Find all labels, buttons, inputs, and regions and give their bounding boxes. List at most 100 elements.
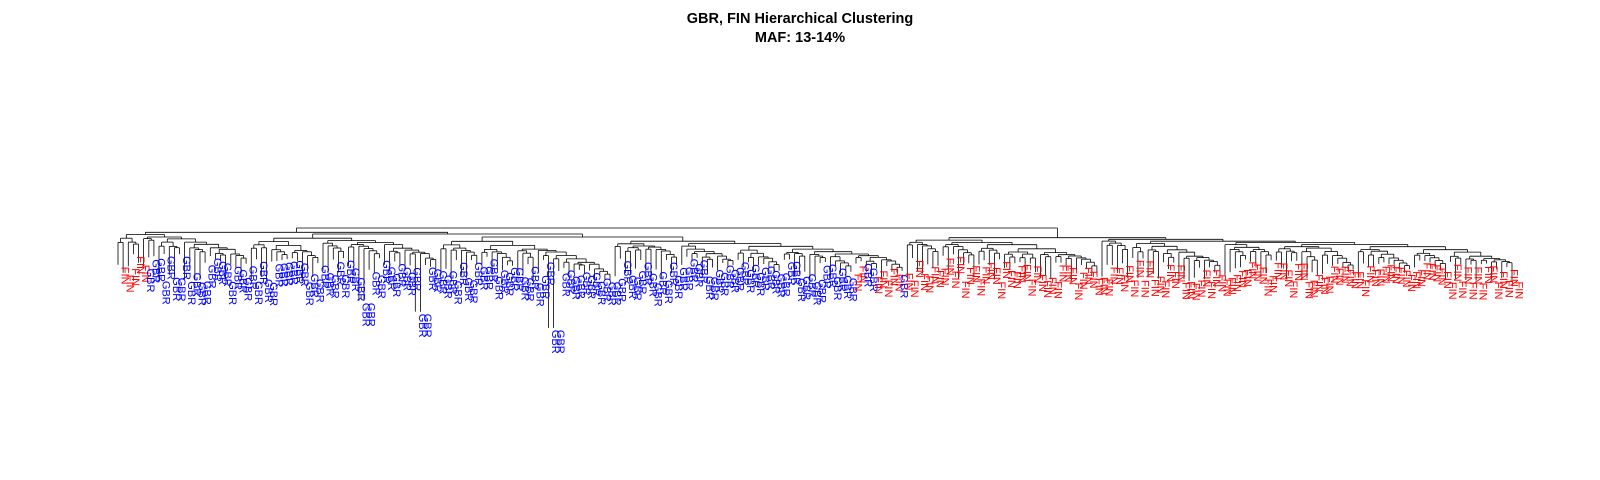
leaf-label-190: FIN: [1092, 278, 1104, 296]
leaf-label-155: FIN: [913, 260, 925, 278]
leaf-label-250: FIN: [1400, 270, 1412, 288]
leaf-label-161: FIN: [944, 258, 956, 276]
leaf-label-88: GBR: [570, 276, 582, 300]
leaf-label-229: FIN: [1292, 263, 1304, 281]
leaf-label-110: GBR: [682, 267, 694, 291]
leaf-label-57: GBR: [411, 267, 423, 291]
leaf-label-232: FIN: [1308, 280, 1320, 298]
leaf-label-132: GBR: [795, 278, 807, 302]
leaf-label-153: FIN: [903, 273, 915, 291]
leaf-label-217: FIN: [1231, 274, 1243, 292]
leaf-label-109: GBR: [677, 267, 689, 291]
leaf-label-115: GBR: [708, 277, 720, 301]
leaf-label-48: GBR: [365, 303, 377, 327]
leaf-label-36: GBR: [303, 282, 315, 306]
leaf-label-67: GBR: [462, 278, 474, 302]
leaf-label-4: FIN: [139, 265, 151, 283]
leaf-label-208: FIN: [1185, 281, 1197, 299]
leaf-label-113: GBR: [698, 260, 710, 284]
leaf-label-1: FIN: [124, 275, 136, 293]
leaf-label-17: GBR: [206, 265, 218, 289]
leaf-label-219: FIN: [1241, 269, 1253, 287]
leaf-label-63: GBR: [441, 275, 453, 299]
leaf-label-221: FIN: [1251, 264, 1263, 282]
leaf-label-107: GBR: [667, 262, 679, 286]
leaf-label-22: GBR: [231, 266, 243, 290]
leaf-label-66: GBR: [457, 262, 469, 286]
leaf-label-8: GBR: [160, 281, 172, 305]
leaf-label-121: GBR: [739, 262, 751, 286]
leaf-label-226: FIN: [1277, 263, 1289, 281]
leaf-label-53: GBR: [390, 273, 402, 297]
leaf-label-237: FIN: [1333, 268, 1345, 286]
leaf-label-131: GBR: [790, 261, 802, 285]
leaf-label-128: GBR: [775, 274, 787, 298]
leaf-label-184: FIN: [1062, 265, 1074, 283]
leaf-label-169: FIN: [985, 262, 997, 280]
leaf-label-255: FIN: [1425, 263, 1437, 281]
leaf-label-251: FIN: [1405, 274, 1417, 292]
leaf-label-141: GBR: [841, 275, 853, 299]
leaf-label-150: FIN: [887, 268, 899, 286]
leaf-label-206: FIN: [1174, 265, 1186, 283]
leaf-label-253: FIN: [1415, 269, 1427, 287]
leaf-label-200: FIN: [1144, 261, 1156, 279]
leaf-label-72: GBR: [488, 259, 500, 283]
leaf-label-228: FIN: [1287, 281, 1299, 299]
leaf-label-163: FIN: [954, 256, 966, 274]
leaf-label-43: GBR: [339, 275, 351, 299]
leaf-label-271: FIN: [1507, 269, 1519, 287]
leaf-label-18: GBR: [211, 258, 223, 282]
leaf-label-212: FIN: [1205, 281, 1217, 299]
leaf-label-23: GBR: [236, 270, 248, 294]
leaf-label-80: GBR: [529, 266, 541, 290]
leaf-label-81: GBR: [534, 283, 546, 307]
leaf-label-136: GBR: [816, 279, 828, 303]
leaf-label-83: GBR: [544, 262, 556, 286]
leaf-label-181: FIN: [1046, 277, 1058, 295]
leaf-label-142: GBR: [846, 278, 858, 302]
leaf-label-119: GBR: [728, 269, 740, 293]
leaf-label-114: GBR: [703, 276, 715, 300]
leaf-label-187: FIN: [1077, 272, 1089, 290]
leaf-label-266: FIN: [1482, 266, 1494, 284]
leaf-label-246: FIN: [1379, 266, 1391, 284]
leaf-label-234: FIN: [1318, 277, 1330, 295]
leaf-label-236: FIN: [1328, 266, 1340, 284]
leaf-label-264: FIN: [1472, 267, 1484, 285]
leaf-label-178: FIN: [1031, 266, 1043, 284]
leaf-label-220: FIN: [1246, 262, 1258, 280]
leaf-label-28: GBR: [262, 279, 274, 303]
leaf-label-263: FIN: [1466, 282, 1478, 300]
leaf-label-195: FIN: [1118, 275, 1130, 293]
leaf-label-55: GBR: [400, 267, 412, 291]
leaf-label-172: FIN: [1000, 261, 1012, 279]
leaf-label-97: GBR: [616, 278, 628, 302]
leaf-label-89: GBR: [575, 275, 587, 299]
leaf-label-25: GBR: [247, 266, 259, 290]
leaf-label-41: GBR: [329, 275, 341, 299]
leaf-label-164: FIN: [959, 281, 971, 299]
dendrogram-branches: [117, 227, 1513, 328]
leaf-label-74: GBR: [498, 270, 510, 294]
leaf-label-140: GBR: [836, 268, 848, 292]
leaf-label-19: GBR: [216, 261, 228, 285]
leaf-label-59: GBR: [421, 314, 433, 338]
leaf-label-125: GBR: [759, 267, 771, 291]
leaf-label-138: GBR: [826, 264, 838, 288]
leaf-label-166: FIN: [969, 265, 981, 283]
leaf-label-130: GBR: [785, 262, 797, 286]
leaf-label-30: GBR: [272, 264, 284, 288]
leaf-label-225: FIN: [1272, 262, 1284, 280]
leaf-label-259: FIN: [1446, 282, 1458, 300]
leaf-label-0: FIN: [119, 267, 131, 285]
leaf-label-14: GBR: [190, 273, 202, 297]
leaf-label-207: FIN: [1179, 282, 1191, 300]
leaf-label-46: GBR: [354, 278, 366, 302]
leaf-label-124: GBR: [754, 272, 766, 296]
leaf-label-87: GBR: [564, 270, 576, 294]
leaf-label-33: GBR: [288, 261, 300, 285]
leaf-label-199: FIN: [1138, 280, 1150, 298]
leaf-label-44: GBR: [344, 260, 356, 284]
